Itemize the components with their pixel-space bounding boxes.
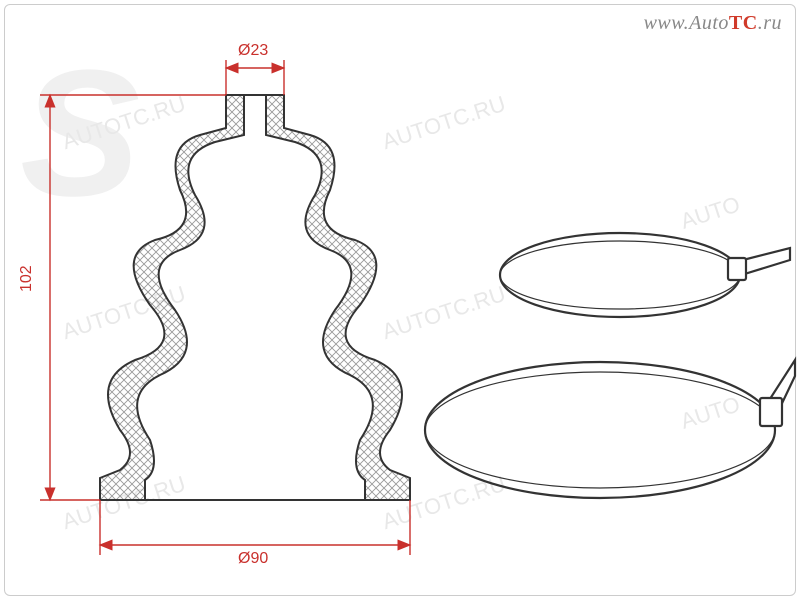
boot-right-wall <box>266 95 410 500</box>
technical-drawing <box>0 0 800 600</box>
boot-left-wall <box>100 95 244 500</box>
cv-boot-section <box>100 95 410 500</box>
dim-top-dia: Ø23 <box>238 42 268 60</box>
dim-height: 102 <box>18 265 36 292</box>
clamp-small <box>500 233 740 317</box>
clamp-large <box>425 362 775 498</box>
dim-bottom-dia: Ø90 <box>238 550 268 568</box>
clamps <box>425 233 795 498</box>
